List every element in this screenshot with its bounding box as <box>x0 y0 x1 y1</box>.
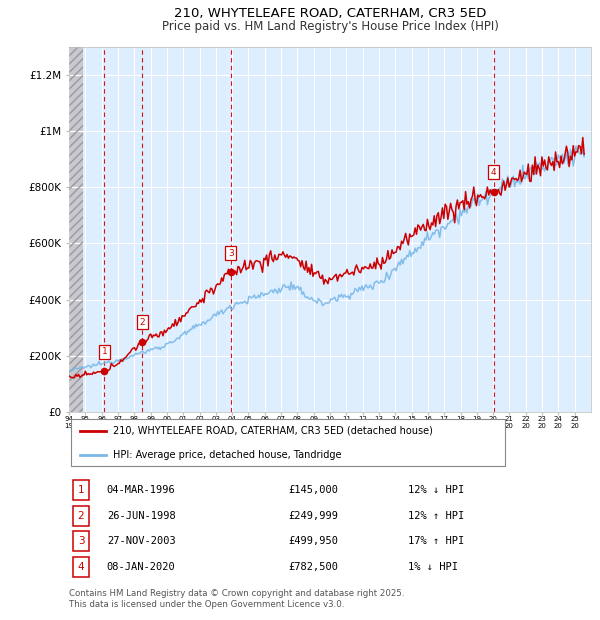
Bar <box>69 46 83 412</box>
Text: 210, WHYTELEAFE ROAD, CATERHAM, CR3 5ED: 210, WHYTELEAFE ROAD, CATERHAM, CR3 5ED <box>174 7 486 20</box>
Text: 12% ↑ HPI: 12% ↑ HPI <box>408 511 464 521</box>
Text: Contains HM Land Registry data © Crown copyright and database right 2025.
This d: Contains HM Land Registry data © Crown c… <box>69 590 404 609</box>
Text: 1: 1 <box>77 485 85 495</box>
Text: 4: 4 <box>77 562 85 572</box>
FancyBboxPatch shape <box>73 557 89 577</box>
Text: £782,500: £782,500 <box>288 562 338 572</box>
Text: 2: 2 <box>139 318 145 327</box>
Bar <box>69 46 83 412</box>
FancyBboxPatch shape <box>71 419 505 466</box>
Text: 26-JUN-1998: 26-JUN-1998 <box>107 511 176 521</box>
Text: Price paid vs. HM Land Registry's House Price Index (HPI): Price paid vs. HM Land Registry's House … <box>161 20 499 33</box>
Text: 17% ↑ HPI: 17% ↑ HPI <box>408 536 464 546</box>
Text: 1% ↓ HPI: 1% ↓ HPI <box>408 562 458 572</box>
Text: 1: 1 <box>101 347 107 356</box>
Text: 08-JAN-2020: 08-JAN-2020 <box>107 562 176 572</box>
Text: 3: 3 <box>77 536 85 546</box>
Text: 12% ↓ HPI: 12% ↓ HPI <box>408 485 464 495</box>
Text: £249,999: £249,999 <box>288 511 338 521</box>
FancyBboxPatch shape <box>73 480 89 500</box>
Text: 210, WHYTELEAFE ROAD, CATERHAM, CR3 5ED (detached house): 210, WHYTELEAFE ROAD, CATERHAM, CR3 5ED … <box>113 426 433 436</box>
FancyBboxPatch shape <box>73 531 89 551</box>
Text: 2: 2 <box>77 511 85 521</box>
Text: HPI: Average price, detached house, Tandridge: HPI: Average price, detached house, Tand… <box>113 450 341 461</box>
FancyBboxPatch shape <box>73 506 89 526</box>
Text: £499,950: £499,950 <box>288 536 338 546</box>
Text: £145,000: £145,000 <box>288 485 338 495</box>
Text: 3: 3 <box>228 249 233 258</box>
Text: 04-MAR-1996: 04-MAR-1996 <box>107 485 176 495</box>
Text: 4: 4 <box>491 168 496 177</box>
Text: 27-NOV-2003: 27-NOV-2003 <box>107 536 176 546</box>
